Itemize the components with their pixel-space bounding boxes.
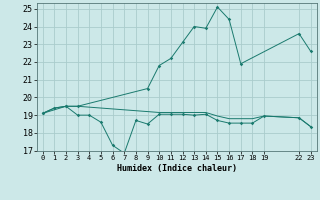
X-axis label: Humidex (Indice chaleur): Humidex (Indice chaleur): [117, 164, 237, 173]
